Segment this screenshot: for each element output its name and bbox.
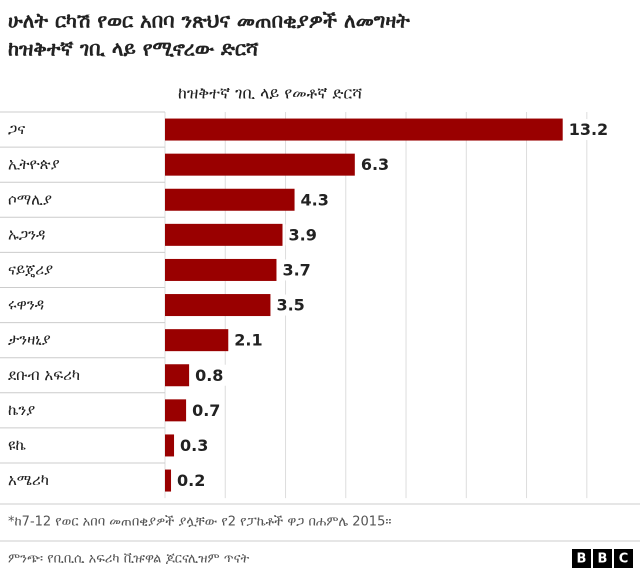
value-label-bg xyxy=(357,154,393,176)
value-label: 6.3 xyxy=(361,155,389,174)
value-label-bg xyxy=(231,329,266,351)
logo-box xyxy=(614,549,633,568)
bar xyxy=(165,118,563,141)
value-label-bg xyxy=(177,434,212,456)
y-tick-label: ናይጄሪያ xyxy=(8,260,53,278)
bar xyxy=(165,329,229,352)
logo-letter: B xyxy=(598,552,608,567)
value-label: 2.1 xyxy=(234,331,262,350)
value-label-bg xyxy=(192,364,227,386)
logo-letter: C xyxy=(619,552,629,567)
bar xyxy=(165,294,271,317)
y-tick-label: ሶማሊያ xyxy=(8,190,52,208)
y-tick-label: ኡጋንዳ xyxy=(8,225,45,243)
footnote: *ከ7-12 የወር አበባ መጠበቂያዎች ያሏቸው የ2 የፓኬቶች ዋጋ … xyxy=(8,515,391,530)
y-tick-label: ሩዋንዳ xyxy=(8,296,44,314)
value-label-bg xyxy=(279,259,314,281)
value-label: 0.2 xyxy=(177,471,205,490)
bar xyxy=(165,153,355,176)
chart-title: ከዝቅተኛ ገቢ ላይ የሚኖረው ድርሻ xyxy=(8,37,259,61)
bar xyxy=(165,364,190,387)
value-label: 13.2 xyxy=(569,120,608,139)
value-label-bg xyxy=(297,189,332,211)
bar xyxy=(165,434,175,457)
value-label-bg xyxy=(285,224,320,246)
logo-box xyxy=(593,549,612,568)
chart-title: ሁለት ርካሽ የወር አበባ ንጽህና መጠበቂያዎች ለመግዛት xyxy=(8,9,410,33)
value-label: 0.3 xyxy=(180,436,208,455)
value-label: 3.9 xyxy=(289,225,317,244)
y-tick-label: ኢትዮጵያ xyxy=(8,155,60,173)
chart-subtitle: ከዝቅተኛ ገቢ ላይ የመቶኛ ድርሻ xyxy=(178,84,362,103)
value-label: 0.7 xyxy=(192,401,220,420)
bar xyxy=(165,223,283,246)
value-label: 0.8 xyxy=(195,366,223,385)
y-tick-label: ታንዛኒያ xyxy=(8,331,51,349)
bar xyxy=(165,188,295,211)
bar xyxy=(165,469,172,492)
logo-letter: B xyxy=(577,552,587,567)
y-tick-label: ደቡብ አፍሪካ xyxy=(8,366,80,384)
logo-box xyxy=(572,549,591,568)
y-tick-label: ጋና xyxy=(8,120,25,138)
y-tick-label: ኬንያ xyxy=(8,401,35,419)
value-label-bg xyxy=(565,119,612,141)
value-label: 4.3 xyxy=(301,190,329,209)
value-label-bg xyxy=(189,399,224,421)
value-label-bg xyxy=(174,470,209,492)
y-tick-label: ዩኬ xyxy=(8,436,27,454)
y-tick-label: አሜሪካ xyxy=(8,471,49,489)
bar xyxy=(165,399,187,422)
bar xyxy=(165,258,277,281)
value-label: 3.7 xyxy=(282,260,310,279)
source: ምንጭ፡ የቢቢሲ አፍሪካ ቪዡዋል ጆርናሊዝም ጥናት xyxy=(8,552,249,567)
value-label: 3.5 xyxy=(276,296,304,315)
value-label-bg xyxy=(273,294,308,316)
